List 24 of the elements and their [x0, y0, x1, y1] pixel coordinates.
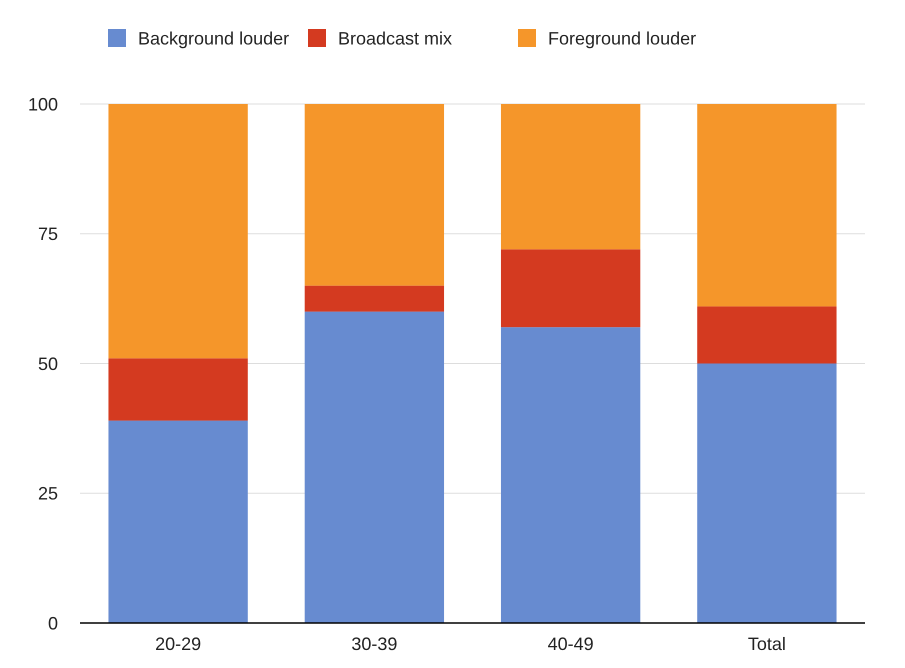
bar: [108, 420, 248, 623]
bar: [697, 364, 837, 623]
bar: [304, 104, 444, 286]
x-tick-label: 20-29: [155, 634, 202, 654]
legend-label: Foreground louder: [548, 28, 696, 48]
bar: [304, 312, 444, 623]
bar: [108, 104, 248, 358]
x-tick-label: Total: [748, 634, 786, 654]
y-tick-label: 100: [28, 94, 58, 114]
bar: [500, 327, 640, 623]
bar: [304, 286, 444, 312]
bar: [108, 358, 248, 421]
bar: [697, 306, 837, 364]
bar: [500, 104, 640, 250]
x-tick-label: 30-39: [351, 634, 398, 654]
y-tick-label: 25: [38, 484, 58, 504]
y-tick-label: 0: [48, 613, 58, 634]
legend-label: Broadcast mix: [338, 28, 452, 48]
bar: [697, 104, 837, 306]
x-tick-label: 40-49: [548, 634, 594, 654]
bar: [500, 249, 640, 328]
legend-label: Background louder: [138, 28, 290, 48]
y-tick-label: 75: [38, 224, 58, 244]
y-tick-label: 50: [38, 354, 58, 374]
